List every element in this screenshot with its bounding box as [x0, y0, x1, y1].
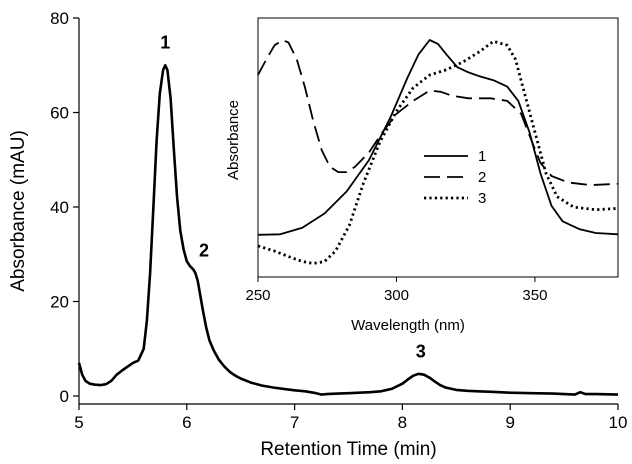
main-y-tick-label: 80 — [50, 9, 69, 28]
legend-label-3: 3 — [478, 190, 486, 207]
inset-series-line-2 — [257, 39, 619, 186]
peak-label: 2 — [199, 241, 209, 261]
main-x-tick-label: 7 — [290, 413, 299, 432]
inset-axes — [257, 17, 619, 282]
main-x-tick-label: 8 — [398, 413, 407, 432]
main-x-tick-label: 9 — [505, 413, 514, 432]
main-x-tick-label: 6 — [182, 413, 191, 432]
inset-x-tick-label: 250 — [245, 287, 270, 304]
chromatogram-series-line — [77, 64, 619, 396]
main-chromatogram-plot: 5 6 7 8 9 10 0 20 40 60 80 1 2 3 Retention Time (min… — [8, 9, 627, 460]
main-y-tick-label: 20 — [50, 293, 69, 312]
main-y-tick-label: 0 — [60, 387, 69, 406]
inset-series-lines — [257, 39, 619, 265]
inset-series-line-3 — [257, 39, 619, 265]
main-y-axis-label: Absorbance (mAU) — [8, 130, 29, 292]
legend-label-2: 2 — [478, 169, 486, 186]
inset-legend: 1 2 3 — [424, 148, 486, 207]
main-y-tick-label: 60 — [50, 104, 69, 123]
legend-label-1: 1 — [478, 148, 486, 165]
main-tick-labels: 5 6 7 8 9 10 0 20 40 60 80 — [50, 9, 627, 432]
inset-x-axis-label: Wavelength (nm) — [351, 317, 465, 334]
main-x-tick-label: 5 — [74, 413, 83, 432]
inset-tick-labels: 250 300 350 — [245, 287, 547, 304]
main-y-tick-label: 40 — [50, 198, 69, 217]
inset-x-tick-label: 300 — [384, 287, 409, 304]
peak-label: 1 — [160, 33, 170, 53]
inset-background — [258, 18, 618, 277]
inset-series-line-1 — [257, 39, 619, 236]
main-x-tick-label: 10 — [609, 413, 628, 432]
inset-y-axis-label: Absorbance — [225, 100, 242, 180]
main-x-axis-label: Retention Time (min) — [260, 439, 436, 460]
main-axes — [73, 17, 619, 410]
peak-label: 3 — [416, 341, 426, 361]
inset-x-tick-label: 350 — [522, 287, 547, 304]
inset-spectra-plot: 250 300 350 1 2 3 Wavelength (nm) Absorbance — [225, 17, 619, 334]
peak-annotations: 1 2 3 — [160, 33, 426, 362]
inset-frame — [257, 17, 619, 278]
